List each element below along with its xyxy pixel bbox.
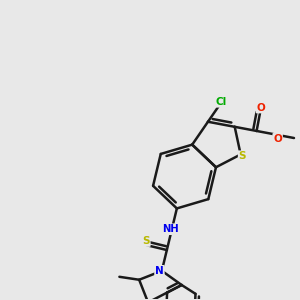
Text: N: N [155, 266, 164, 276]
Text: O: O [273, 134, 282, 144]
Text: NH: NH [162, 224, 179, 234]
Text: O: O [256, 103, 265, 112]
Text: Cl: Cl [216, 97, 227, 107]
Text: S: S [239, 151, 246, 161]
Text: S: S [142, 236, 150, 246]
